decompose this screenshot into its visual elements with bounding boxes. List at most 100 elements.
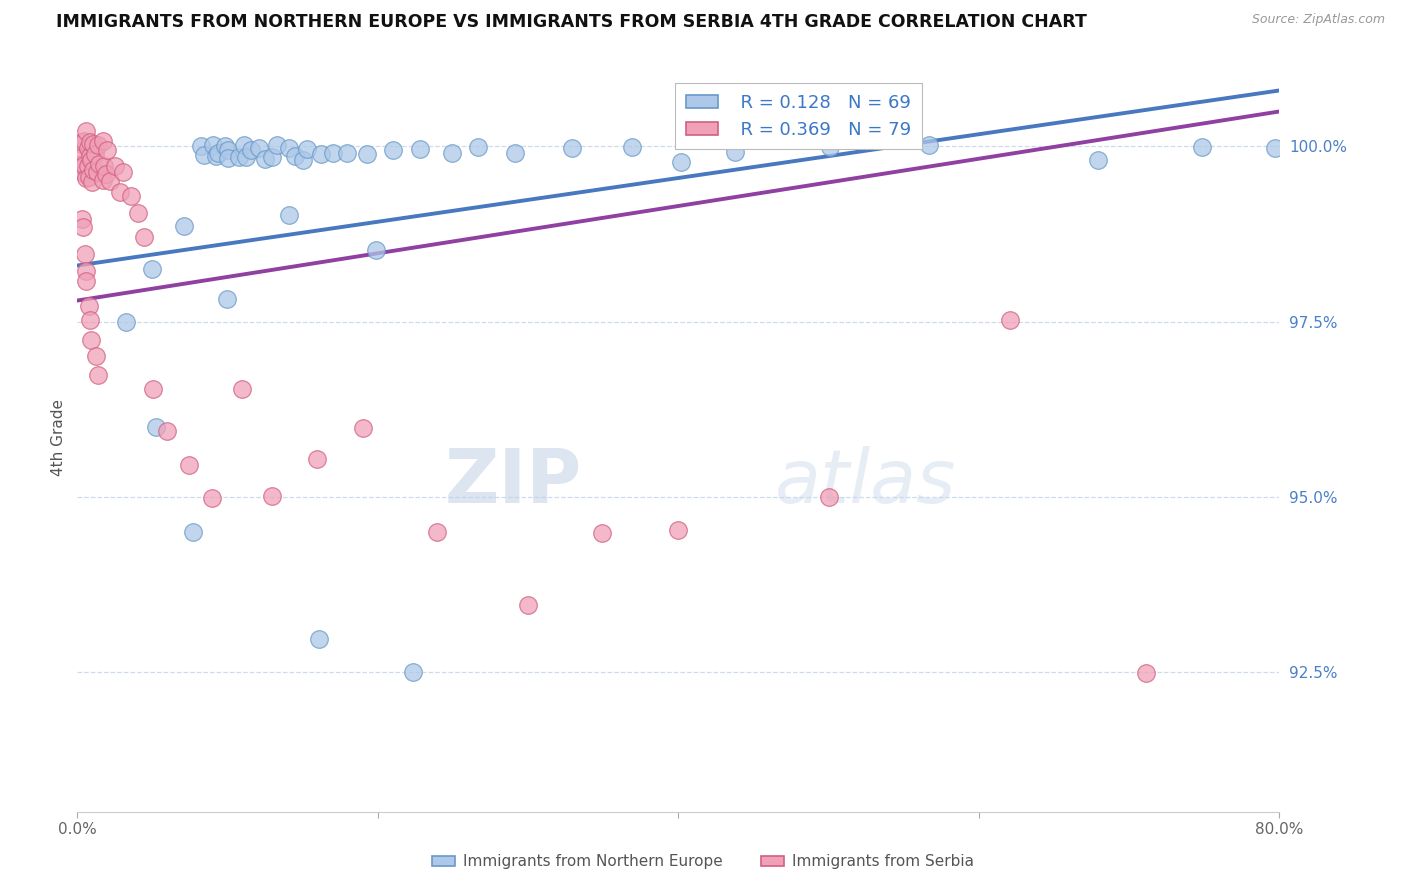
Point bbox=[120, 189, 142, 203]
Point bbox=[96, 143, 118, 157]
Point bbox=[247, 140, 270, 154]
Point bbox=[1264, 141, 1286, 155]
Point bbox=[87, 137, 110, 152]
Point bbox=[235, 150, 257, 164]
Point bbox=[82, 175, 104, 189]
Point bbox=[295, 143, 318, 157]
Point bbox=[73, 246, 96, 260]
Point bbox=[1087, 153, 1109, 167]
Point bbox=[217, 151, 239, 165]
Point bbox=[156, 424, 179, 438]
Point bbox=[381, 143, 404, 157]
Point bbox=[70, 135, 93, 149]
Point bbox=[80, 333, 103, 347]
Point bbox=[108, 186, 131, 200]
Point bbox=[201, 137, 224, 152]
Point bbox=[127, 206, 149, 220]
Point bbox=[82, 136, 104, 151]
Point bbox=[207, 146, 229, 161]
Point bbox=[336, 145, 359, 160]
Point bbox=[79, 299, 101, 313]
Point bbox=[253, 152, 276, 166]
Text: ZIP: ZIP bbox=[444, 445, 582, 518]
Point bbox=[517, 598, 540, 612]
Point bbox=[77, 169, 100, 184]
Point bbox=[441, 145, 464, 160]
Point bbox=[75, 124, 97, 138]
Point bbox=[141, 261, 163, 276]
Point bbox=[96, 167, 118, 181]
Point bbox=[818, 140, 841, 154]
Text: Source: ZipAtlas.com: Source: ZipAtlas.com bbox=[1251, 13, 1385, 27]
Point bbox=[669, 155, 692, 169]
Point bbox=[205, 149, 228, 163]
Point bbox=[1135, 666, 1157, 681]
Point bbox=[233, 138, 256, 153]
Text: IMMIGRANTS FROM NORTHERN EUROPE VS IMMIGRANTS FROM SERBIA 4TH GRADE CORRELATION : IMMIGRANTS FROM NORTHERN EUROPE VS IMMIG… bbox=[56, 13, 1087, 31]
Point bbox=[70, 211, 93, 226]
Y-axis label: 4th Grade: 4th Grade bbox=[51, 399, 66, 475]
Point bbox=[93, 160, 115, 174]
Point bbox=[104, 159, 127, 173]
Point bbox=[73, 158, 96, 172]
Point bbox=[77, 159, 100, 173]
Point bbox=[79, 135, 101, 149]
Point bbox=[998, 313, 1021, 327]
Text: atlas: atlas bbox=[775, 446, 956, 518]
Point bbox=[79, 149, 101, 163]
Point bbox=[70, 158, 93, 172]
Point bbox=[183, 524, 205, 539]
Point bbox=[75, 171, 97, 186]
Point bbox=[217, 144, 239, 158]
Point bbox=[561, 141, 583, 155]
Point bbox=[356, 147, 378, 161]
Point bbox=[666, 523, 689, 537]
Point bbox=[73, 134, 96, 148]
Point bbox=[352, 421, 374, 435]
Point bbox=[214, 138, 236, 153]
Point bbox=[818, 491, 841, 505]
Point bbox=[307, 452, 329, 467]
Point bbox=[311, 147, 333, 161]
Point bbox=[89, 157, 111, 171]
Point bbox=[193, 148, 215, 162]
Point bbox=[228, 151, 250, 165]
Point bbox=[278, 140, 301, 154]
Point bbox=[91, 134, 114, 148]
Point bbox=[87, 368, 110, 383]
Legend:   R = 0.128   N = 69,   R = 0.369   N = 79: R = 0.128 N = 69, R = 0.369 N = 79 bbox=[675, 83, 922, 149]
Point bbox=[1191, 140, 1213, 154]
Point bbox=[322, 146, 344, 161]
Point bbox=[111, 165, 134, 179]
Point bbox=[82, 163, 104, 178]
Point bbox=[278, 208, 301, 222]
Point bbox=[86, 165, 108, 179]
Point bbox=[724, 145, 747, 159]
Point bbox=[72, 166, 94, 180]
Point bbox=[142, 382, 165, 396]
Point bbox=[266, 138, 288, 153]
Point bbox=[69, 157, 91, 171]
Point bbox=[217, 292, 239, 306]
Point bbox=[115, 315, 138, 329]
Point bbox=[262, 150, 284, 164]
Point bbox=[190, 138, 212, 153]
Point bbox=[84, 349, 107, 363]
Point bbox=[620, 140, 643, 154]
Point bbox=[179, 458, 201, 473]
Point bbox=[98, 174, 121, 188]
Point bbox=[591, 525, 613, 540]
Point bbox=[240, 143, 263, 157]
Point bbox=[75, 264, 97, 278]
Point bbox=[79, 312, 101, 326]
Point bbox=[70, 144, 93, 158]
Point bbox=[70, 137, 93, 152]
Point bbox=[91, 172, 114, 186]
Point bbox=[201, 491, 224, 505]
Point bbox=[262, 489, 284, 503]
Point bbox=[134, 229, 156, 244]
Legend: Immigrants from Northern Europe, Immigrants from Serbia: Immigrants from Northern Europe, Immigra… bbox=[426, 848, 980, 875]
Point bbox=[80, 153, 103, 167]
Point bbox=[284, 149, 307, 163]
Point bbox=[76, 274, 98, 288]
